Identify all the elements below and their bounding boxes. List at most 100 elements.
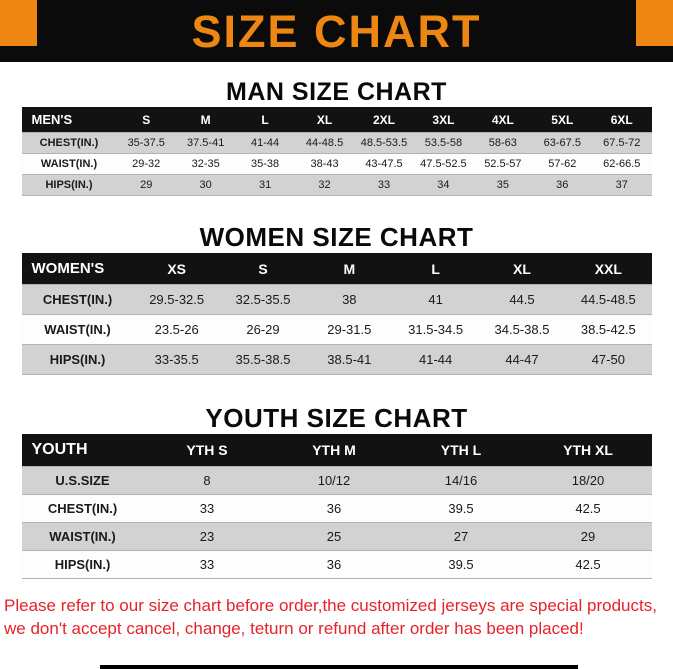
row-label: WAIST(IN.)	[44, 322, 111, 337]
size-value-cell: 29-31.5	[327, 322, 372, 337]
size-value-cell: 44-47	[505, 352, 539, 367]
size-value-cell: 8	[203, 473, 211, 488]
size-column-header: YTH M	[270, 434, 398, 467]
youth-size-chart-section: YOUTH SIZE CHART YOUTH YTH S YTH M YTH L YTH…	[0, 403, 673, 579]
size-value-cell: 37.5-41	[187, 137, 225, 149]
women-section-heading: WOMEN SIZE CHART	[199, 222, 474, 252]
size-column-header: YTH XL	[524, 434, 652, 467]
footer-note: Please refer to our size chart before or…	[4, 594, 673, 640]
size-value-cell: 36	[556, 179, 569, 191]
table-header-row: YOUTH YTH S YTH M YTH L YTH XL	[21, 434, 652, 467]
size-value-cell: 35-38	[251, 158, 280, 170]
man-size-chart-section: MAN SIZE CHART MEN'S S M L XL 2XL 3XL 4XL 5XL 6XL…	[0, 78, 673, 196]
size-value-cell: 33-35.5	[154, 352, 199, 367]
size-value-cell: 27	[453, 529, 469, 544]
size-value-cell: 36	[326, 557, 342, 572]
size-column-header: 5XL	[532, 107, 592, 133]
table-row: U.S.SIZE 8 10/12 14/16 18/20	[21, 466, 652, 495]
size-value-cell: 34	[437, 179, 450, 191]
size-value-cell: 25	[326, 529, 342, 544]
size-value-cell: 47.5-52.5	[420, 158, 467, 170]
size-column-header: M	[175, 107, 236, 133]
size-value-cell: 44-48.5	[305, 137, 344, 149]
size-value-cell: 48.5-53.5	[360, 137, 408, 149]
size-value-cell: 32.5-35.5	[235, 292, 291, 307]
size-value-cell: 14/16	[444, 473, 478, 488]
size-value-cell: 35	[496, 179, 509, 191]
row-label: HIPS(IN.)	[45, 179, 93, 191]
footer-line-2: we don't accept cancel, change, teturn o…	[4, 619, 584, 638]
size-value-cell: 57-62	[548, 158, 577, 170]
row-label: CHEST(IN.)	[47, 501, 118, 516]
size-value-cell: 38	[342, 292, 357, 307]
size-column-header: L	[392, 253, 479, 285]
table-row: CHEST(IN.) 33 36 39.5 42.5	[21, 494, 652, 523]
size-column-header: 6XL	[592, 107, 652, 133]
table-row: HIPS(IN.) 33-35.5 35.5-38.5 38.5-41 41-44 44-…	[21, 344, 652, 375]
size-value-cell: 31.5-34.5	[408, 322, 464, 337]
row-label: WAIST(IN.)	[49, 529, 116, 544]
size-value-cell: 67.5-72	[603, 137, 641, 149]
table-row: CHEST(IN.) 29.5-32.5 32.5-35.5 38 41 44.5 44.5…	[21, 284, 652, 315]
size-column-header: 4XL	[473, 107, 533, 133]
table-header-row: MEN'S S M L XL 2XL 3XL 4XL 5XL 6XL	[21, 107, 652, 133]
row-label: CHEST(IN.)	[39, 137, 99, 149]
table-row: CHEST(IN.) 35-37.5 37.5-41 41-44 44-48.5 48.5…	[21, 132, 652, 154]
size-value-cell: 38.5-41	[327, 352, 372, 367]
corner-accent-right	[636, 0, 673, 46]
size-value-cell: 44.5-48.5	[580, 292, 636, 307]
size-value-cell: 34.5-38.5	[494, 322, 550, 337]
youth-section-heading: YOUTH SIZE CHART	[205, 403, 468, 433]
youth-size-table: YOUTH YTH S YTH M YTH L YTH XL U.S.SIZE 8 10/12…	[21, 434, 652, 579]
size-value-cell: 33	[377, 179, 391, 191]
size-value-cell: 42.5	[575, 501, 601, 516]
size-value-cell: 29-32	[132, 158, 161, 170]
size-column-header: 3XL	[413, 107, 474, 133]
table-header-row: WOMEN'S XS S M L XL XXL	[21, 253, 652, 285]
size-value-cell: 37	[615, 179, 628, 191]
size-column-header: YTH L	[397, 434, 525, 467]
size-value-cell: 29	[140, 179, 153, 191]
size-value-cell: 52.5-57	[484, 158, 522, 170]
size-column-header: 2XL	[354, 107, 414, 133]
size-value-cell: 23.5-26	[154, 322, 199, 337]
size-value-cell: 41-44	[419, 352, 453, 367]
women-size-table: WOMEN'S XS S M L XL XXL CHEST(IN.) 29.5-32.5 32.5…	[21, 253, 652, 375]
size-value-cell: 23	[199, 529, 215, 544]
size-column-header: S	[219, 253, 307, 285]
size-column-header: XS	[133, 253, 220, 285]
size-value-cell: 35-37.5	[127, 137, 165, 149]
page-title: SIZE CHART	[191, 5, 482, 57]
size-value-cell: 30	[199, 179, 212, 191]
size-value-cell: 18/20	[571, 473, 605, 488]
size-value-cell: 41	[428, 292, 443, 307]
size-column-header: S	[116, 107, 176, 133]
footer-line-1: Please refer to our size chart before or…	[4, 596, 657, 615]
men-size-table: MEN'S S M L XL 2XL 3XL 4XL 5XL 6XL CHEST(IN.) 35-37…	[21, 107, 652, 196]
size-value-cell: 62-66.5	[603, 158, 641, 170]
table-corner-label: YOUTH	[21, 434, 144, 467]
table-row: WAIST(IN.) 23 25 27 29	[21, 522, 652, 551]
size-value-cell: 38.5-42.5	[580, 322, 636, 337]
size-value-cell: 33	[199, 501, 215, 516]
size-value-cell: 58-63	[488, 137, 517, 149]
size-value-cell: 44.5	[509, 292, 535, 307]
size-value-cell: 47-50	[591, 352, 625, 367]
size-value-cell: 38-43	[310, 158, 339, 170]
size-column-header: M	[306, 253, 393, 285]
row-label: CHEST(IN.)	[42, 292, 113, 307]
size-column-header: YTH S	[143, 434, 271, 467]
size-value-cell: 32	[318, 179, 331, 191]
size-column-header: XXL	[565, 253, 652, 285]
table-row: WAIST(IN.) 29-32 32-35 35-38 38-43 43-47.5 47.…	[21, 153, 652, 175]
size-column-header: XL	[478, 253, 566, 285]
size-value-cell: 36	[326, 501, 342, 516]
size-value-cell: 10/12	[317, 473, 351, 488]
row-label: HIPS(IN.)	[49, 352, 106, 367]
row-label: U.S.SIZE	[55, 473, 110, 488]
size-value-cell: 53.5-58	[424, 137, 463, 149]
size-value-cell: 39.5	[448, 501, 474, 516]
man-section-heading: MAN SIZE CHART	[226, 78, 447, 106]
size-value-cell: 63-67.5	[543, 137, 581, 149]
row-label: WAIST(IN.)	[40, 158, 98, 170]
